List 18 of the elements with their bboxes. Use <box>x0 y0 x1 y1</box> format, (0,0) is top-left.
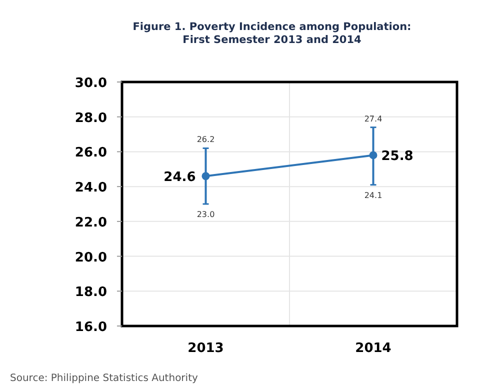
data-label: 25.8 <box>381 149 414 164</box>
annotation: 26.2 <box>196 135 215 144</box>
x-tick-label: 2014 <box>355 341 392 356</box>
annotation: 23.0 <box>196 210 215 219</box>
chart-title: Figure 1. Poverty Incidence among Population: First Semester 2013 and 2014 <box>132 21 412 46</box>
y-tick-label: 30.0 <box>74 76 107 91</box>
y-tick-label: 20.0 <box>74 250 107 266</box>
y-tick-label: 28.0 <box>74 110 107 126</box>
annotation: 27.4 <box>364 114 382 124</box>
y-tick-label: 18.0 <box>74 285 107 300</box>
y-tick-label: 26.0 <box>74 146 107 161</box>
y-tick-label: 16.0 <box>74 320 107 335</box>
x-tick-label: 2013 <box>188 341 224 356</box>
annotation: 24.1 <box>364 190 382 200</box>
y-tick-label: 22.0 <box>74 215 107 230</box>
y-tick-label: 24.0 <box>74 180 107 196</box>
data-label: 24.6 <box>164 170 196 186</box>
source-note: Source: Philippine Statistics Authority <box>10 373 198 384</box>
